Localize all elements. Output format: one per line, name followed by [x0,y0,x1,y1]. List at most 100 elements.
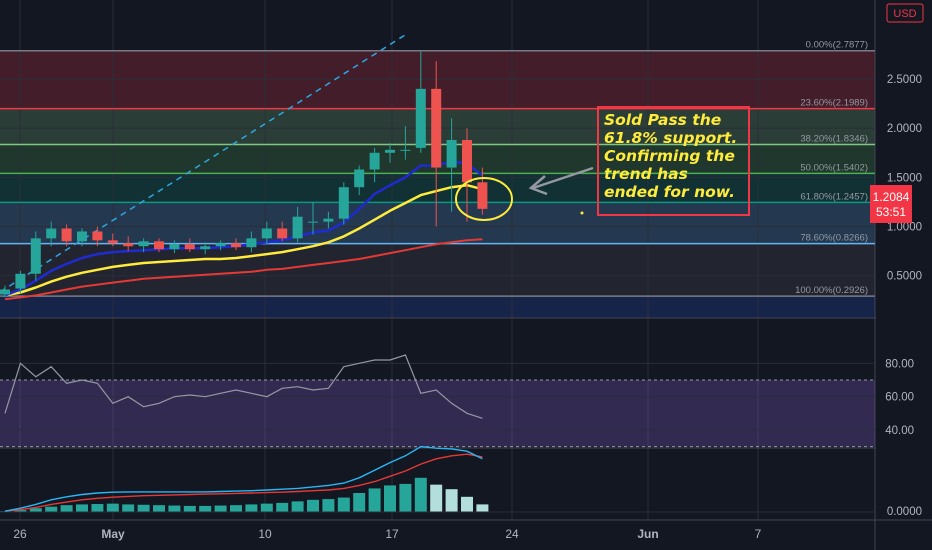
macd-histogram-bar [183,505,196,512]
time-tick-label: May [101,527,125,541]
candle-body [231,243,241,248]
fib-zone [0,296,875,318]
signal-line [4,453,483,512]
fib-zone [0,202,875,244]
macd-histogram-bar [322,499,335,512]
candle-body [292,216,303,239]
fibonacci-zones [0,50,875,318]
rsi-tick-label: 40.00 [885,425,914,437]
macd-histogram-bar [461,496,473,512]
price-tick-label: 0.5000 [887,271,922,283]
candle-body [338,187,349,219]
candle-body [400,149,411,151]
ema-mid-line [4,183,483,297]
price-tick-label: 1.5000 [887,172,922,184]
macd-histogram-bar [199,505,212,512]
ema-fast-line [4,160,484,297]
fib-label: 100.00%(0.2926) [795,285,868,296]
macd-histogram-bar [384,485,396,512]
candle-body [323,218,334,222]
price-axis: 0.50001.00001.50002.00002.50003.000080.0… [876,0,932,550]
time-tick-label: 17 [385,527,399,541]
candle-body [169,244,180,250]
macd-tick-label: 0.0000 [887,506,922,518]
macd-histogram-bar [214,505,227,512]
candle-body [477,182,488,209]
macd-histogram-bar [45,506,58,512]
candles [0,51,488,298]
rsi-band [0,380,875,447]
time-tick-label: Jun [637,527,658,541]
candle-body [261,228,272,239]
candle-body [154,241,164,250]
fib-label: 38.20%(1.8346) [800,133,868,144]
highlight-ellipse [455,177,513,221]
macd-histogram-bar [414,477,427,512]
candle-body [77,231,87,242]
candle-body [431,88,442,168]
macd-histogram-bar [260,503,273,512]
ema-slow-line [4,238,483,301]
currency-label: USD [893,8,916,20]
marker-dot [580,211,584,215]
currency-badge[interactable]: USD [886,3,924,23]
rsi-pane [0,354,875,448]
macd-histogram-bar [14,510,27,512]
fib-zone [0,243,875,297]
arrow-annotation [528,166,594,196]
macd-histogram-bar [430,484,443,512]
macd-histogram-bar [106,503,119,512]
macd-histogram-bar [60,505,73,512]
candle-body [46,228,57,239]
candle-body [184,244,195,250]
moving-averages [4,160,484,301]
fib-label: 50.00%(1.5402) [800,162,868,173]
price-tag: 1.2084 53:51 [870,185,912,223]
macd-histogram-bar [368,488,381,512]
candle-body [354,169,365,188]
candle-body [123,243,134,247]
macd-histogram-bar [276,502,289,512]
candle-body [138,241,149,247]
price-tag-countdown: 53:51 [876,205,906,219]
trend-line [0,34,406,293]
fib-label: 61.80%(1.2457) [800,191,868,202]
rsi-tick-label: 60.00 [885,392,914,404]
macd-histogram-bar [76,504,88,512]
macd-histogram-bar [137,504,150,512]
time-tick-label: 7 [755,527,762,541]
macd-histogram-bar [399,483,412,512]
candle-body [92,231,103,241]
macd-histogram-bar [353,493,366,512]
candle-body [15,273,26,289]
candle-body [30,238,41,274]
price-tick-label: 1.0000 [887,222,922,234]
macd-line [4,445,483,512]
candle-body [415,88,426,148]
time-tick-label: 10 [258,527,272,541]
macd-histogram-bar [291,501,304,512]
macd-histogram-bar [29,508,42,512]
candle-body [215,243,226,247]
macd-histogram-bar [122,504,135,512]
macd-histogram-bar [168,505,181,512]
macd-pane [0,445,875,513]
candle-body [369,152,380,170]
macd-histogram-bar [476,504,489,512]
macd-histogram-bar [91,504,104,512]
axis-bg [876,0,932,550]
macd-histogram-bar [245,504,258,512]
macd-histogram-bar [230,505,242,512]
fib-zone [0,173,875,203]
price-tick-label: 2.0000 [887,123,922,135]
candle-body [385,149,395,153]
candle-body [308,221,318,223]
price-tick-label: 2.5000 [887,74,922,86]
price-tag-value: 1.2084 [873,190,910,204]
candle-body [462,140,472,183]
candle-body [0,289,10,295]
fib-label: 78.60%(0.8266) [800,233,868,244]
candle-body [446,140,457,168]
rsi-tick-label: 80.00 [885,358,914,370]
